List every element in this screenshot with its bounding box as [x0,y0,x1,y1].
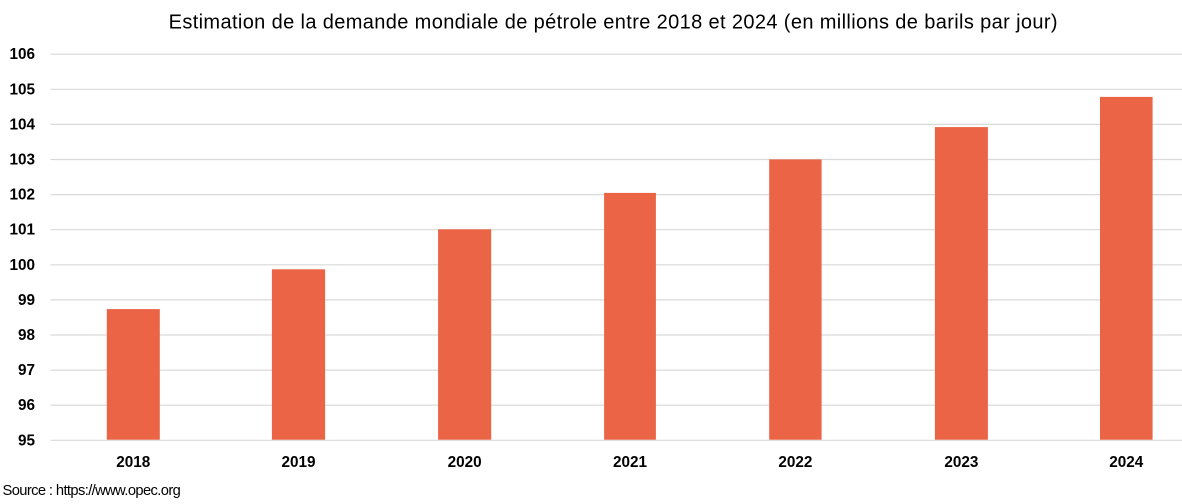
svg-text:95: 95 [18,432,36,449]
svg-text:102: 102 [9,187,35,204]
svg-text:2020: 2020 [448,454,482,471]
svg-text:99: 99 [18,292,35,309]
svg-text:Estimation de la demande mondi: Estimation de la demande mondiale de pét… [169,11,1058,33]
svg-text:2022: 2022 [778,454,812,471]
svg-text:98: 98 [18,327,36,344]
svg-text:97: 97 [18,362,35,379]
svg-text:104: 104 [9,116,35,133]
svg-text:2024: 2024 [1109,454,1144,471]
svg-text:96: 96 [18,397,35,414]
svg-text:100: 100 [9,257,35,274]
svg-text:105: 105 [9,81,35,98]
svg-text:103: 103 [9,152,35,169]
svg-text:2019: 2019 [281,454,315,471]
svg-text:Source : https://www.opec.org: Source : https://www.opec.org [3,483,181,499]
svg-text:101: 101 [9,222,35,239]
svg-text:2021: 2021 [613,454,648,471]
svg-text:2018: 2018 [116,454,151,471]
svg-text:106: 106 [9,46,35,63]
svg-text:2023: 2023 [944,454,978,471]
